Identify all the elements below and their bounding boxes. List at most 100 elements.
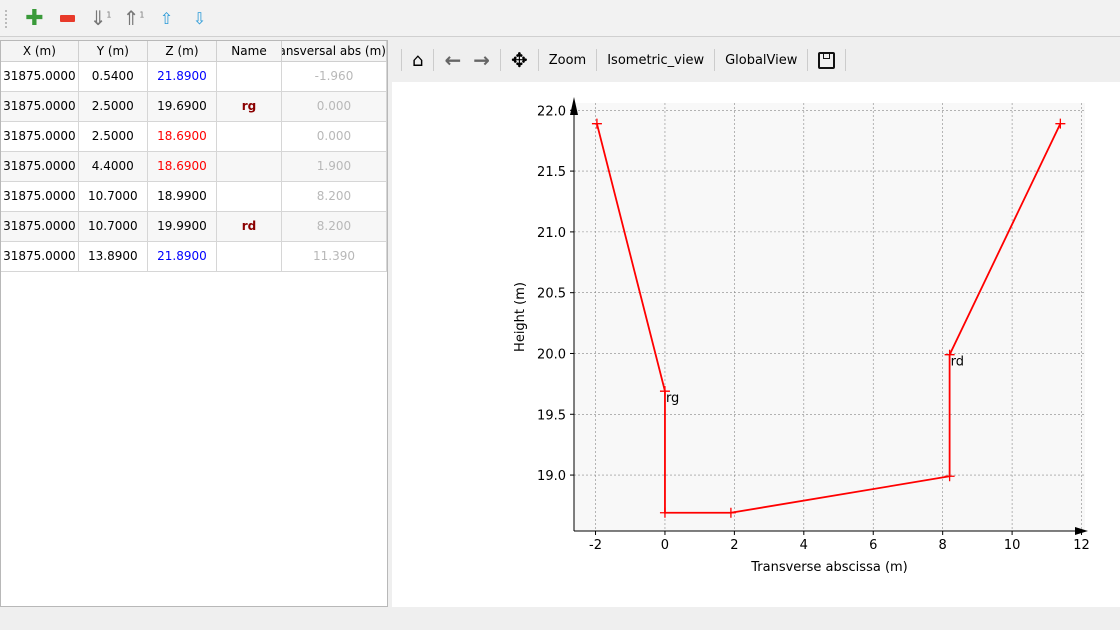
data-point-marker bbox=[591, 118, 602, 129]
data-point-marker bbox=[944, 471, 955, 482]
home-icon: ⌂ bbox=[412, 49, 424, 71]
cell-x[interactable]: 31875.0000 bbox=[1, 151, 79, 182]
table-row[interactable]: 31875.0000 2.5000 19.6900 rg 0.000 bbox=[1, 91, 388, 122]
data-point-marker bbox=[944, 349, 955, 360]
y-tick-label: 21.0 bbox=[537, 226, 566, 241]
table-row[interactable]: 31875.0000 0.5400 21.8900 -1.960 bbox=[1, 61, 388, 92]
arrow-left-icon: ← bbox=[444, 48, 462, 72]
table-row[interactable]: 31875.0000 10.7000 19.9900 rd 8.200 bbox=[1, 211, 388, 242]
save-icon bbox=[818, 51, 836, 69]
column-header[interactable]: Z (m) bbox=[147, 41, 218, 62]
separator bbox=[433, 49, 435, 71]
cell-name[interactable]: rg bbox=[216, 91, 282, 122]
point-annotation: rg bbox=[666, 391, 679, 406]
cell-z[interactable]: 18.9900 bbox=[147, 181, 218, 212]
cell-x[interactable]: 31875.0000 bbox=[1, 61, 79, 92]
cell-t[interactable]: 1.900 bbox=[281, 151, 388, 182]
y-tick-label: 20.5 bbox=[537, 287, 566, 302]
forward-button[interactable]: → bbox=[467, 45, 496, 75]
cell-t[interactable]: 0.000 bbox=[281, 121, 388, 152]
cell-z[interactable]: 21.8900 bbox=[147, 241, 218, 272]
column-header[interactable]: Y (m) bbox=[78, 41, 148, 62]
data-point-marker bbox=[1055, 118, 1066, 129]
toolbar-grip[interactable] bbox=[5, 10, 8, 28]
arrow-down-icon: ⇩ bbox=[192, 8, 207, 28]
points-table[interactable]: X (m)Y (m)Z (m)NameTransversal abs (m) 3… bbox=[0, 40, 388, 607]
zoom-button[interactable]: Zoom bbox=[548, 52, 587, 68]
global-view-button[interactable]: GlobalView bbox=[725, 52, 798, 68]
cell-t[interactable]: 8.200 bbox=[281, 181, 388, 212]
cell-t[interactable]: 0.000 bbox=[281, 91, 388, 122]
x-tick-label: 8 bbox=[939, 538, 947, 553]
sort-ascending-button[interactable]: ⇓1 bbox=[84, 3, 117, 33]
column-header[interactable]: X (m) bbox=[1, 41, 79, 62]
cell-t[interactable]: -1.960 bbox=[281, 61, 388, 92]
cell-z[interactable]: 19.9900 bbox=[147, 211, 218, 242]
cell-y[interactable]: 0.5400 bbox=[78, 61, 148, 92]
move-down-button[interactable]: ⇩ bbox=[183, 3, 216, 33]
data-point-marker bbox=[659, 507, 670, 518]
x-axis-arrow bbox=[1075, 527, 1088, 535]
column-header[interactable]: Name bbox=[216, 41, 282, 62]
table-row[interactable]: 31875.0000 4.4000 18.6900 1.900 bbox=[1, 151, 388, 182]
plot-area[interactable]: -2 0 2 4 6 8 10 12 19.0 19.5 20.0 20.5 21.0 21.5 22.0 r… bbox=[392, 82, 1120, 607]
sort-down-icon: ⇓1 bbox=[89, 6, 112, 30]
x-axis-label: Transverse abscissa (m) bbox=[750, 560, 908, 575]
pan-button[interactable]: ✥ bbox=[505, 45, 534, 75]
table-row[interactable]: 31875.0000 10.7000 18.9900 8.200 bbox=[1, 181, 388, 212]
table-row[interactable]: 31875.0000 2.5000 18.6900 0.000 bbox=[1, 121, 388, 152]
home-button[interactable]: ⌂ bbox=[406, 45, 429, 75]
cell-y[interactable]: 4.4000 bbox=[78, 151, 148, 182]
cell-name[interactable] bbox=[216, 61, 282, 92]
x-tick-label: 10 bbox=[1004, 538, 1021, 553]
profile-chart[interactable]: -2 0 2 4 6 8 10 12 19.0 19.5 20.0 20.5 21.0 21.5 22.0 r… bbox=[392, 82, 1120, 607]
cell-z[interactable]: 18.6900 bbox=[147, 121, 218, 152]
minus-icon bbox=[60, 14, 75, 22]
remove-row-button[interactable] bbox=[51, 3, 84, 33]
point-annotation: rd bbox=[951, 355, 964, 370]
cell-x[interactable]: 31875.0000 bbox=[1, 121, 79, 152]
cell-name[interactable]: rd bbox=[216, 211, 282, 242]
cell-t[interactable]: 8.200 bbox=[281, 211, 388, 242]
cell-z[interactable]: 18.6900 bbox=[147, 151, 218, 182]
cell-x[interactable]: 31875.0000 bbox=[1, 241, 79, 272]
cell-name[interactable] bbox=[216, 241, 282, 272]
back-button[interactable]: ← bbox=[438, 45, 467, 75]
cell-x[interactable]: 31875.0000 bbox=[1, 181, 79, 212]
cell-t[interactable]: 11.390 bbox=[281, 241, 388, 272]
y-tick-label: 19.0 bbox=[537, 469, 566, 484]
plus-icon: ✚ bbox=[25, 5, 44, 31]
cell-y[interactable]: 10.7000 bbox=[78, 181, 148, 212]
cell-y[interactable]: 10.7000 bbox=[78, 211, 148, 242]
save-button[interactable] bbox=[812, 45, 841, 75]
cell-z[interactable]: 19.6900 bbox=[147, 91, 218, 122]
table-row[interactable]: 31875.0000 13.8900 21.8900 11.390 bbox=[1, 241, 388, 272]
x-tick-label: 0 bbox=[661, 538, 669, 553]
cell-y[interactable]: 2.5000 bbox=[78, 121, 148, 152]
cell-name[interactable] bbox=[216, 121, 282, 152]
cell-y[interactable]: 2.5000 bbox=[78, 91, 148, 122]
cell-name[interactable] bbox=[216, 181, 282, 212]
separator bbox=[807, 49, 809, 71]
x-tick-label: 4 bbox=[800, 538, 808, 553]
cell-x[interactable]: 31875.0000 bbox=[1, 91, 79, 122]
cell-z[interactable]: 21.8900 bbox=[147, 61, 218, 92]
move-icon: ✥ bbox=[510, 48, 528, 72]
isometric-view-button[interactable]: Isometric_view bbox=[607, 52, 705, 68]
x-tick-label: 2 bbox=[730, 538, 738, 553]
cell-name[interactable] bbox=[216, 151, 282, 182]
x-tick-label: 6 bbox=[869, 538, 877, 553]
separator bbox=[845, 49, 847, 71]
add-row-button[interactable]: ✚ bbox=[18, 3, 51, 33]
status-bar bbox=[0, 607, 1120, 630]
separator bbox=[499, 49, 501, 71]
data-point-marker bbox=[725, 507, 736, 518]
sort-descending-button[interactable]: ⇑1 bbox=[117, 3, 150, 33]
sort-up-icon: ⇑1 bbox=[122, 6, 145, 30]
x-tick-label: 12 bbox=[1073, 538, 1090, 553]
column-header[interactable]: Transversal abs (m) bbox=[281, 41, 388, 62]
cell-x[interactable]: 31875.0000 bbox=[1, 211, 79, 242]
cell-y[interactable]: 13.8900 bbox=[78, 241, 148, 272]
y-tick-label: 22.0 bbox=[537, 104, 566, 119]
move-up-button[interactable]: ⇧ bbox=[150, 3, 183, 33]
